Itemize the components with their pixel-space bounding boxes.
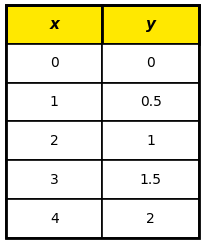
Bar [102,83,198,122]
Bar [102,122,198,160]
Bar [6,5,102,44]
Bar [102,5,198,44]
Text: x: x [49,17,59,32]
Text: 3: 3 [50,173,58,187]
Bar [102,199,198,238]
Text: 1.5: 1.5 [139,173,161,187]
Bar [102,160,198,199]
Text: 0.5: 0.5 [139,95,161,109]
Bar [6,44,102,83]
Bar [6,83,102,122]
Text: 4: 4 [50,212,58,226]
Text: 2: 2 [50,134,58,148]
Text: y: y [145,17,155,32]
Bar [6,199,102,238]
Text: 1: 1 [50,95,59,109]
Bar [102,44,198,83]
Bar [6,160,102,199]
Text: 1: 1 [145,134,154,148]
Text: 0: 0 [146,56,154,70]
Text: 2: 2 [146,212,154,226]
Text: 0: 0 [50,56,58,70]
Bar [6,122,102,160]
